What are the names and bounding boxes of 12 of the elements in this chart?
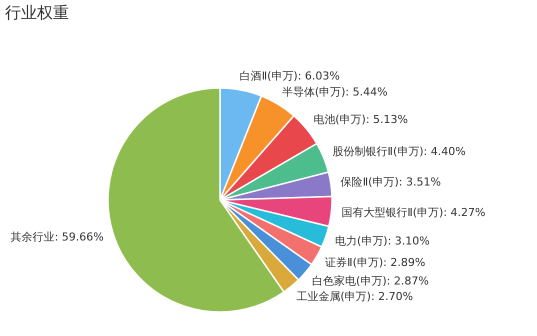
- slice-label: 电池(申万): 5.13%: [313, 112, 408, 126]
- slice-label: 其余行业: 59.66%: [10, 230, 104, 244]
- slice-label: 股份制银行Ⅱ(申万): 4.40%: [332, 145, 466, 158]
- slice-label: 工业金属(申万): 2.70%: [296, 290, 414, 304]
- chart-title: 行业权重: [5, 3, 69, 22]
- slice-label: 白色家电(申万): 2.87%: [312, 274, 429, 288]
- slice-label: 保险Ⅱ(申万): 3.51%: [340, 175, 441, 188]
- slice-label: 白酒Ⅱ(申万): 6.03%: [240, 69, 340, 82]
- slice-label: 电力(申万): 3.10%: [335, 234, 430, 248]
- slice-label: 半导体(申万): 5.44%: [282, 86, 388, 99]
- slice-label: 证券Ⅱ(申万): 2.89%: [325, 256, 426, 269]
- slice-label: 国有大型银行Ⅱ(申万): 4.27%: [341, 206, 486, 219]
